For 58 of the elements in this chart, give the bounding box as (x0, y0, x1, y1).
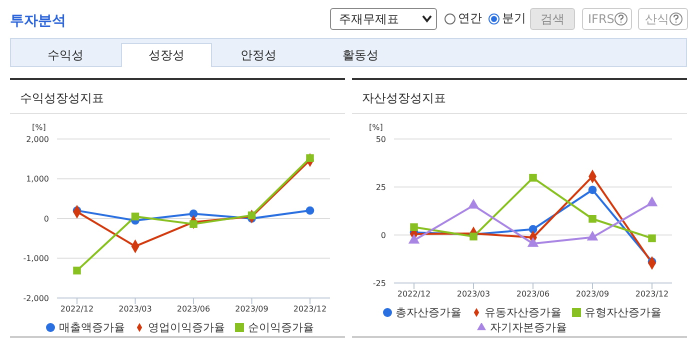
x-tick-label: 2023/12 (293, 304, 327, 314)
point (306, 206, 314, 215)
x-tick-label: 2023/12 (635, 290, 669, 299)
point (648, 234, 656, 242)
x-tick-label: 2023/03 (456, 290, 490, 299)
chart-title: 수익성장성지표 (20, 90, 104, 107)
y-axis-title: [%] (369, 123, 383, 132)
text: 수익성 (46, 46, 84, 64)
y-axis-title: [%] (32, 123, 46, 132)
point (586, 230, 598, 241)
text: 분기 (502, 10, 526, 27)
text: 주재무제표 (330, 8, 437, 30)
legend-label: 총자산증가율 (396, 306, 462, 319)
x-tick-label: 2023/09 (576, 290, 610, 299)
point (306, 154, 314, 162)
point (408, 234, 420, 244)
text: 안정성 (240, 46, 278, 64)
x-tick-label: 2023/06 (176, 304, 210, 314)
text: 투자분석 (10, 12, 66, 30)
point (189, 210, 198, 218)
point (73, 266, 81, 274)
y-tick-label: 1,000 (26, 174, 49, 184)
text: 검색 (530, 8, 575, 30)
point (527, 237, 539, 247)
text: IFRS (582, 8, 632, 30)
x-tick-label: 2023/06 (516, 290, 550, 299)
text: 산식 (638, 8, 688, 30)
point (190, 220, 198, 228)
text: 연간 (458, 10, 482, 27)
chart-title: 자산성장성지표 (362, 90, 446, 107)
x-tick-label: 2022/12 (397, 290, 431, 299)
y-tick-label: 0 (44, 214, 49, 224)
y-tick-label: -25 (372, 278, 386, 288)
y-tick-label: -1,000 (23, 254, 49, 264)
y-tick-label: 25 (376, 182, 386, 192)
y-tick-label: 2,000 (26, 134, 49, 144)
legend-label: 순이익증가율 (248, 321, 314, 334)
y-tick-label: 0 (380, 230, 386, 240)
legend-label: 영업이익증가율 (148, 321, 225, 334)
point (131, 212, 140, 220)
y-tick-label: 50 (376, 134, 386, 144)
text: 활동성 (342, 46, 380, 64)
legend-label: 유동자산증가율 (484, 306, 562, 319)
point (529, 174, 537, 182)
legend-label: 자기자본증가율 (490, 321, 567, 334)
point (410, 223, 418, 231)
legend-label: 유형자산증가율 (584, 306, 662, 319)
point (588, 215, 596, 223)
point (248, 211, 256, 220)
x-tick-label: 2023/03 (118, 304, 152, 314)
point (588, 186, 597, 194)
x-tick-label: 2023/09 (235, 304, 268, 314)
y-tick-label: -2,000 (23, 294, 49, 303)
x-tick-label: 2022/12 (60, 304, 94, 314)
point (528, 225, 538, 234)
text: 성장성 (121, 43, 212, 67)
point (470, 232, 478, 240)
legend-label: 매출액증가율 (59, 321, 125, 334)
